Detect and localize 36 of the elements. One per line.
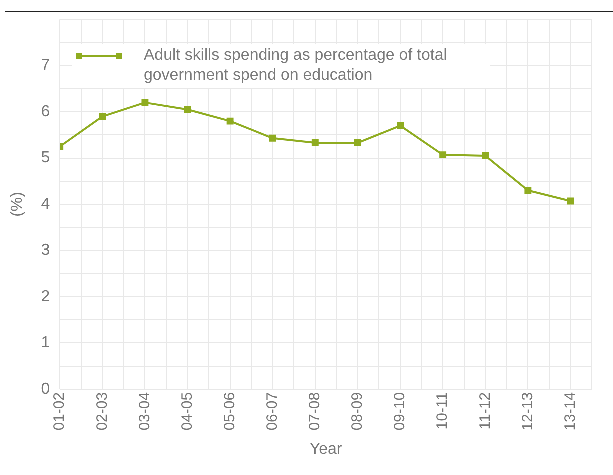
x-tick-label: 05-06 [221,392,238,431]
x-tick-label: 06-07 [264,392,281,431]
point [482,152,490,160]
point [184,106,192,114]
y-tick-label: 2 [41,288,50,306]
point [142,99,149,106]
y-tick-label: 1 [41,334,50,352]
y-axis-title: (%) [9,192,26,217]
y-tick-label: 3 [41,242,50,260]
x-tick-label: 07-08 [306,392,324,431]
x-tick-label: 13-14 [562,392,579,431]
x-tick-label: 04-05 [178,392,196,431]
x-tick-label: 10-11 [434,392,452,430]
y-tick-label: 7 [41,57,50,74]
point [312,140,319,147]
point [99,113,106,120]
legend-label: Adult skills spending as percentage of total government spend on education [144,46,448,86]
x-axis-title: Year [310,440,343,458]
x-tick-label: 12-13 [519,392,536,431]
point [397,122,404,130]
x-tick-label: 08-09 [349,392,366,431]
y-tick-label: 0 [41,380,50,398]
point [226,118,234,125]
point [567,198,574,205]
point [440,152,447,159]
y-tick-label: 4 [41,196,50,213]
y-tick-label: 5 [41,150,50,167]
x-tick-label: 02-03 [94,392,111,431]
y-tick-label: 6 [41,103,50,120]
x-tick-label: 09-10 [392,392,409,431]
x-tick-label: 03-04 [136,392,154,431]
x-tick-label: 11-12 [476,392,494,430]
point [269,134,276,142]
x-tick-label: 01-02 [51,392,68,431]
point [524,187,532,194]
point [354,140,362,147]
